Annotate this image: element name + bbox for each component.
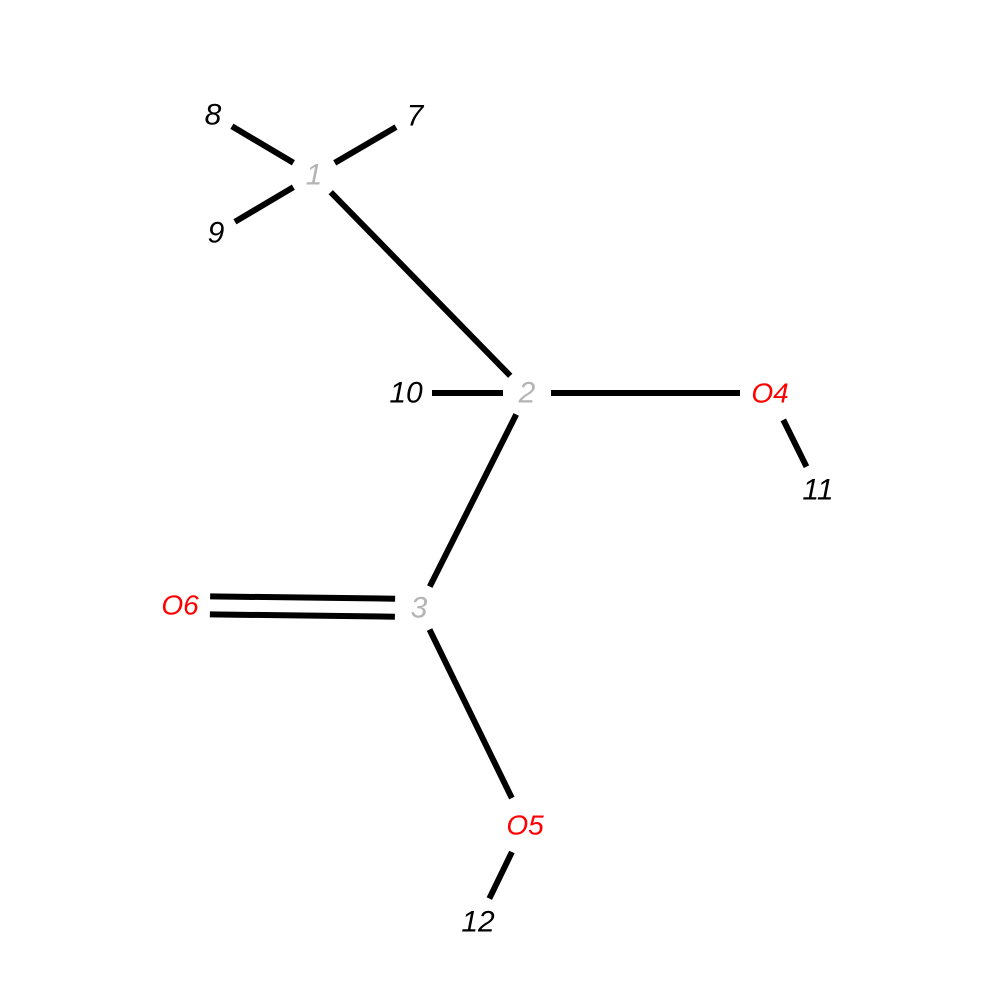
- atom-label-3: 3: [411, 592, 428, 625]
- bond-3-O5: [430, 630, 512, 798]
- molecule-diagram: 123O4O5O6789101112: [0, 0, 1000, 1000]
- atom-label-O5: O5: [506, 810, 544, 841]
- bond-1-8: [232, 126, 293, 163]
- labels-group: 123O4O5O6789101112: [161, 99, 833, 939]
- atom-label-12: 12: [461, 906, 495, 939]
- atom-label-10: 10: [389, 377, 423, 410]
- bond-2-3: [430, 414, 516, 586]
- bond-3-O6: [210, 596, 395, 598]
- atom-label-2: 2: [518, 377, 536, 410]
- atom-label-O6: O6: [161, 590, 199, 621]
- bond-1-9: [235, 187, 293, 222]
- atom-label-9: 9: [208, 217, 225, 250]
- bond-O4-11: [783, 420, 806, 467]
- atom-label-7: 7: [407, 100, 425, 133]
- bond-O5-12: [489, 852, 512, 899]
- bonds-group: [210, 126, 807, 898]
- atom-label-11: 11: [802, 474, 833, 507]
- bond-1-7: [335, 127, 396, 163]
- atom-label-8: 8: [205, 99, 222, 132]
- atom-label-O4: O4: [751, 378, 788, 409]
- bond-3-O6: [210, 614, 395, 616]
- bond-1-2: [331, 192, 510, 376]
- atom-label-1: 1: [306, 159, 323, 192]
